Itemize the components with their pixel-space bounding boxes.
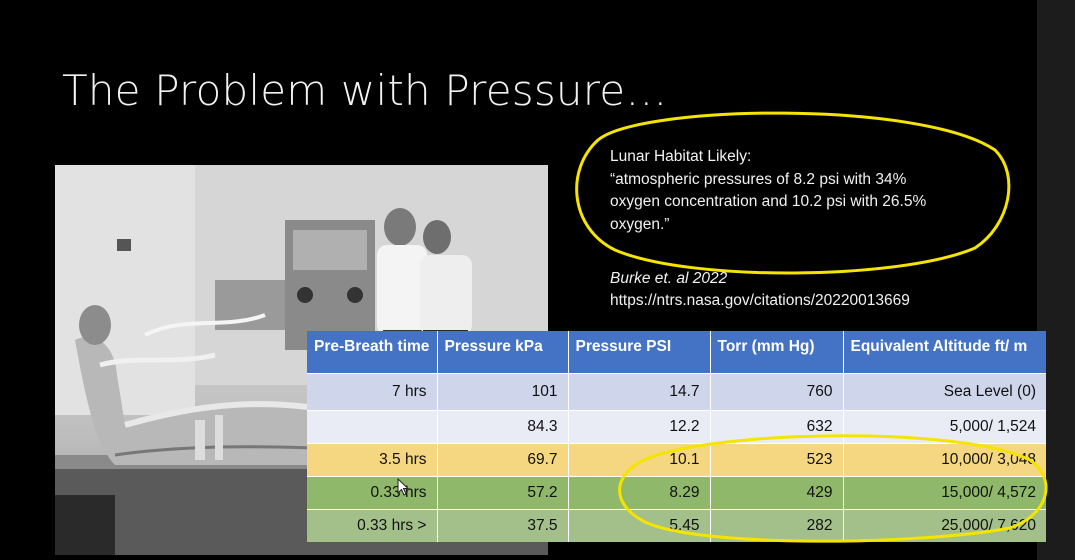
table-cell: 5,000/ 1,524 <box>843 409 1046 443</box>
table-cell: 14.7 <box>568 372 711 410</box>
table-cell: 101 <box>437 372 569 410</box>
table-cell <box>307 409 438 443</box>
table-cell: 3.5 hrs <box>307 442 438 476</box>
table-row: 0.33 hrs > 37.5 5.45 282 25,000/ 7,620 <box>307 508 1046 542</box>
table-cell: 84.3 <box>437 409 569 443</box>
table-cell: 8.29 <box>568 475 711 509</box>
table-header-row: Pre-Breath time Pressure kPa Pressure PS… <box>307 331 1046 373</box>
header-prebreath: Pre-Breath time <box>307 331 438 373</box>
pressure-table: Pre-Breath time Pressure kPa Pressure PS… <box>307 331 1046 542</box>
slide-title: The Problem with Pressure… <box>62 66 668 115</box>
header-altitude: Equivalent Altitude ft/ m <box>843 331 1046 373</box>
table-cell: 12.2 <box>568 409 711 443</box>
table-cell: 429 <box>710 475 844 509</box>
quote-line: oxygen.” <box>610 215 670 233</box>
quote-line: Lunar Habitat Likely: <box>610 148 752 165</box>
table-cell: 523 <box>710 442 844 476</box>
quote-line: oxygen concentration and 10.2 psi with 2… <box>610 193 927 210</box>
citation-url: https://ntrs.nasa.gov/citations/20220013… <box>610 292 910 309</box>
citation-author: Burke et. al 2022 <box>610 270 728 287</box>
lunar-habitat-quote: Lunar Habitat Likely: “atmospheric press… <box>610 146 1010 236</box>
table-cell: 10.1 <box>568 442 711 476</box>
table-cell: 5.45 <box>568 508 711 542</box>
table-cell: Sea Level (0) <box>843 372 1046 410</box>
header-psi: Pressure PSI <box>568 331 711 373</box>
table-cell: 15,000/ 4,572 <box>843 475 1046 509</box>
header-torr: Torr (mm Hg) <box>710 331 844 373</box>
header-kpa: Pressure kPa <box>437 331 569 373</box>
table-row: 0.33 hrs 57.2 8.29 429 15,000/ 4,572 <box>307 475 1046 509</box>
table-cell: 37.5 <box>437 508 569 542</box>
table-cell: 10,000/ 3,048 <box>843 442 1046 476</box>
table-row: 3.5 hrs 69.7 10.1 523 10,000/ 3,048 <box>307 442 1046 476</box>
table-cell: 632 <box>710 409 844 443</box>
table-row: 84.3 12.2 632 5,000/ 1,524 <box>307 409 1046 443</box>
table-cell: 0.33 hrs <box>307 475 438 509</box>
quote-line: “atmospheric pressures of 8.2 psi with 3… <box>610 170 907 188</box>
mouse-cursor-icon <box>397 478 410 496</box>
table-cell: 69.7 <box>437 442 569 476</box>
table-cell: 7 hrs <box>307 372 438 410</box>
table-cell: 57.2 <box>437 475 569 509</box>
table-cell: 25,000/ 7,620 <box>843 508 1046 542</box>
table-row: 7 hrs 101 14.7 760 Sea Level (0) <box>307 372 1046 410</box>
table-cell: 282 <box>710 508 844 542</box>
table-cell: 0.33 hrs > <box>307 508 438 542</box>
table-cell: 760 <box>710 372 844 410</box>
